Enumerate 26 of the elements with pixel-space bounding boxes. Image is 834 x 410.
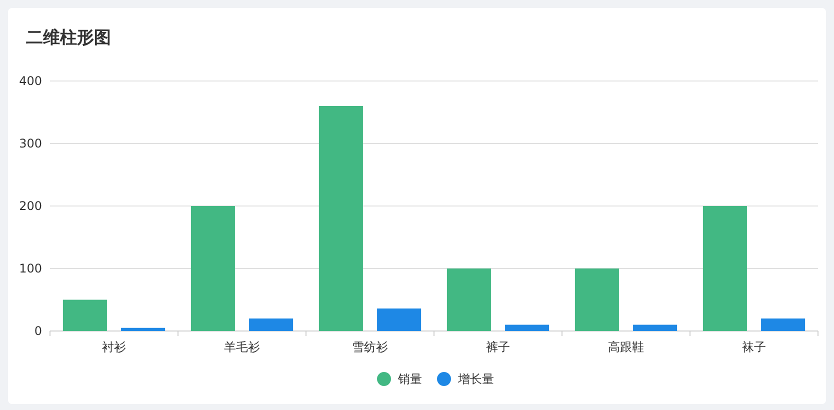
y-tick-label: 400: [19, 74, 42, 88]
chart-title: 二维柱形图: [26, 28, 111, 48]
x-tick-label: 高跟鞋: [608, 340, 644, 354]
bar: [574, 268, 619, 331]
bar: [702, 206, 747, 331]
x-tick-label: 衬衫: [102, 340, 126, 354]
bar: [761, 318, 806, 331]
bar: [318, 106, 363, 331]
legend-label: 销量: [397, 372, 422, 386]
legend-label: 增长量: [457, 372, 494, 386]
bar: [446, 268, 491, 331]
x-tick-label: 雪纺衫: [352, 340, 388, 354]
x-tick-label: 裤子: [486, 340, 510, 354]
x-tick-label: 羊毛衫: [224, 340, 260, 354]
bar: [633, 324, 678, 331]
bar: [121, 328, 166, 331]
bar: [377, 308, 422, 331]
y-tick-label: 300: [19, 136, 42, 150]
y-tick-label: 0: [34, 324, 42, 338]
bar: [190, 206, 235, 331]
y-tick-label: 100: [19, 262, 42, 276]
bar: [249, 318, 294, 331]
y-tick-label: 200: [19, 199, 42, 213]
x-tick-label: 袜子: [742, 340, 766, 354]
bar: [505, 324, 550, 331]
bar: [62, 300, 107, 331]
